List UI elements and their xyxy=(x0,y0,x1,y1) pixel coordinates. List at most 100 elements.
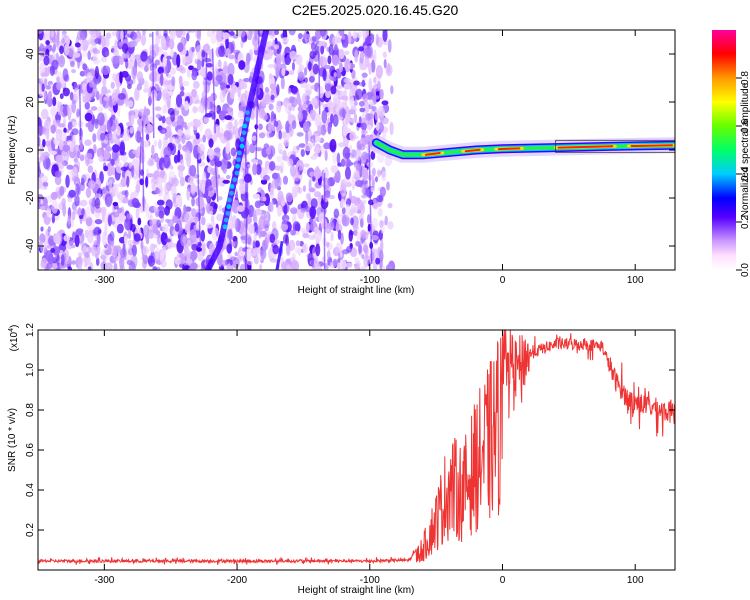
noise-blob xyxy=(309,171,316,177)
noise-blob xyxy=(154,86,163,91)
noise-blob xyxy=(387,202,393,209)
noise-blob xyxy=(375,65,383,79)
noise-blob xyxy=(62,203,67,217)
noise-blob xyxy=(85,216,93,227)
noise-blob xyxy=(296,132,304,137)
noise-blob xyxy=(267,120,273,134)
noise-blob xyxy=(185,258,193,266)
noise-blob xyxy=(112,201,119,207)
noise-blob xyxy=(268,161,276,171)
noise-blob xyxy=(131,165,135,178)
noise-blob xyxy=(353,80,360,86)
noise-blob xyxy=(225,48,231,57)
noise-blob xyxy=(376,152,385,163)
noise-blob xyxy=(202,134,206,143)
noise-blob xyxy=(291,186,300,196)
noise-blob xyxy=(213,203,218,210)
noise-blob xyxy=(108,179,113,193)
noise-blob xyxy=(164,205,171,216)
noise-blob xyxy=(168,38,175,50)
noise-blob xyxy=(95,90,100,101)
noise-blob xyxy=(94,38,101,44)
noise-blob xyxy=(353,101,358,106)
noise-blob xyxy=(372,199,377,204)
noise-blob xyxy=(164,136,169,141)
noise-blob xyxy=(94,121,99,129)
noise-blob xyxy=(328,44,334,56)
noise-blob xyxy=(218,177,226,187)
noise-blob xyxy=(208,147,215,161)
noise-blob xyxy=(162,92,171,103)
noise-blob xyxy=(336,84,343,90)
noise-blob xyxy=(260,213,268,220)
noise-blob xyxy=(352,225,359,231)
noise-blob xyxy=(75,182,80,196)
noise-blob xyxy=(77,207,82,217)
noise-blob xyxy=(313,191,322,198)
noise-blob xyxy=(241,82,248,90)
noise-blob xyxy=(149,33,153,38)
noise-blob xyxy=(315,136,321,143)
noise-blob xyxy=(297,71,305,82)
noise-blob xyxy=(151,144,155,156)
noise-blob xyxy=(175,94,183,108)
noise-blob xyxy=(119,71,123,84)
noise-blob xyxy=(339,259,347,270)
noise-blob xyxy=(100,248,109,263)
noise-blob xyxy=(56,119,61,126)
noise-blob xyxy=(253,232,257,242)
noise-blob xyxy=(337,258,341,263)
noise-blob xyxy=(222,32,230,40)
noise-blob xyxy=(145,120,151,125)
noise-blob xyxy=(45,262,53,270)
noise-blob xyxy=(61,83,66,89)
noise-blob xyxy=(342,42,349,49)
noise-blob xyxy=(117,92,126,100)
noise-blob xyxy=(356,31,362,39)
page-title: C2E5.2025.020.16.45.G20 xyxy=(291,2,459,18)
noise-blob xyxy=(181,133,186,145)
noise-blob xyxy=(170,143,177,156)
noise-blob xyxy=(239,182,247,195)
noise-blob xyxy=(282,100,288,106)
noise-blob xyxy=(228,54,236,60)
noise-blob xyxy=(84,251,90,259)
bottom-y-tick-label: 0.4 xyxy=(25,483,36,497)
noise-blob xyxy=(140,33,147,46)
noise-blob xyxy=(60,149,68,163)
noise-blob xyxy=(120,166,128,171)
bottom-x-tick-label: 100 xyxy=(627,575,644,586)
noise-blob xyxy=(130,223,136,233)
noise-blob xyxy=(344,147,351,154)
noise-blob xyxy=(214,160,223,167)
noise-blob xyxy=(379,88,384,100)
noise-blob xyxy=(103,96,110,101)
noise-blob xyxy=(218,204,223,212)
noise-blob xyxy=(119,256,125,270)
noise-blob xyxy=(187,176,194,184)
noise-blob xyxy=(104,222,108,237)
noise-blob xyxy=(109,231,115,242)
noise-blob xyxy=(366,124,372,131)
noise-blob xyxy=(70,221,75,228)
noise-blob xyxy=(368,62,373,75)
noise-blob xyxy=(74,193,80,207)
colorbar-tick-label: 0.4 xyxy=(740,167,750,181)
diagonal-trace-point xyxy=(237,150,242,156)
noise-blob xyxy=(165,125,172,138)
noise-blob xyxy=(264,114,268,121)
noise-blob xyxy=(166,55,173,60)
noise-blob xyxy=(204,113,213,118)
noise-blob xyxy=(377,208,383,217)
noise-blob xyxy=(167,236,173,249)
noise-blob xyxy=(274,30,280,36)
noise-blob xyxy=(379,186,386,197)
noise-blob xyxy=(351,69,356,79)
noise-blob xyxy=(360,122,368,130)
bottom-y-tick-label: 0.6 xyxy=(25,443,36,457)
noise-blob xyxy=(146,173,155,178)
noise-blob xyxy=(53,246,61,255)
noise-blob xyxy=(130,114,135,125)
noise-blob xyxy=(341,101,348,109)
noise-blob xyxy=(113,211,120,218)
